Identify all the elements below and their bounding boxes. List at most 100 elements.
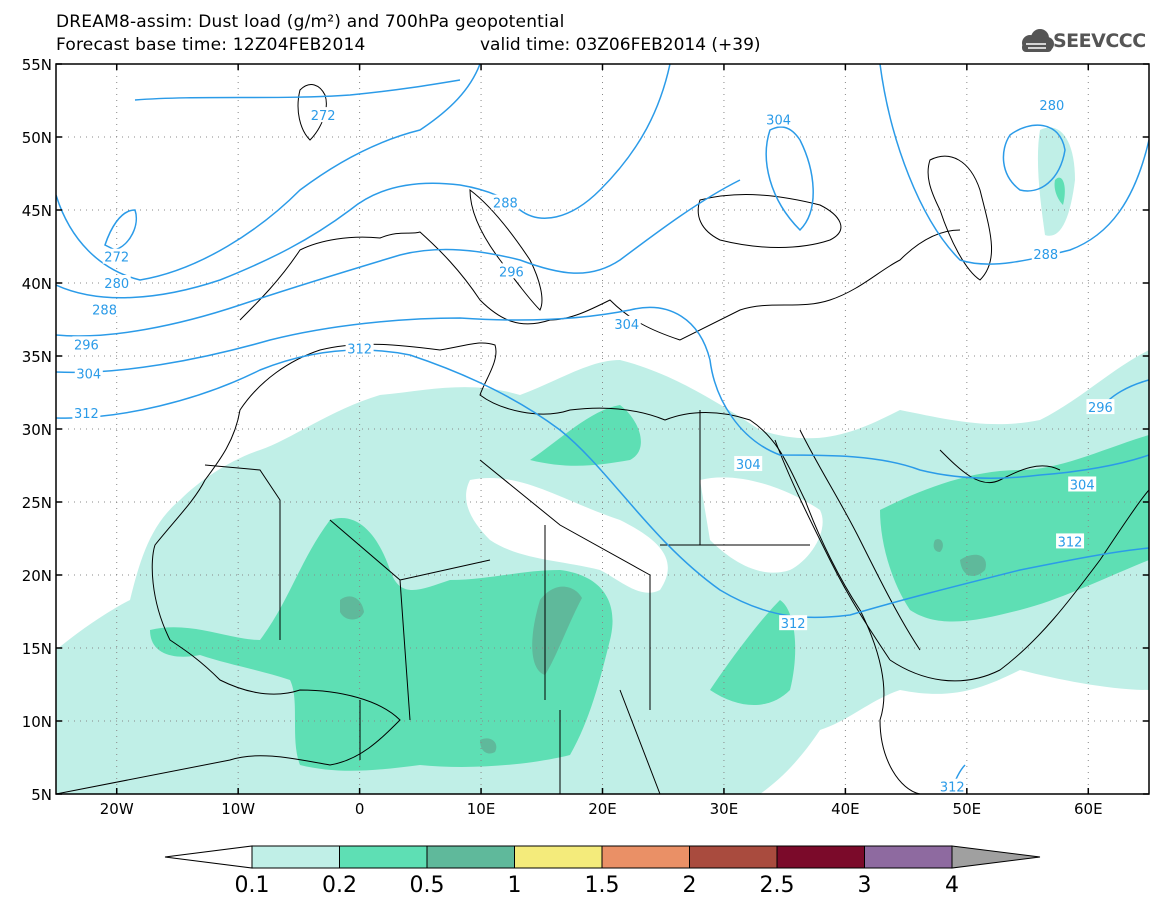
contour-label: 272 xyxy=(102,248,131,266)
colorbar-swatch xyxy=(514,845,603,869)
dust-free-gap xyxy=(466,478,668,593)
contour-label-bg xyxy=(309,107,338,123)
dust-area-medium-libya xyxy=(530,405,641,466)
lon-tick-label: 20W xyxy=(100,800,134,818)
contour-label-text: 304 xyxy=(1070,478,1095,493)
lat-tick-label: 25N xyxy=(22,494,52,512)
black-sea-coastline xyxy=(697,194,842,248)
contour-label-text: 288 xyxy=(493,197,518,212)
lon-tick-label: 20E xyxy=(588,800,617,818)
lat-tick-label: 55N xyxy=(22,56,52,74)
colorbar-right-arrow xyxy=(951,845,1041,869)
colorbar-label: 3 xyxy=(857,873,872,898)
europe-coastline xyxy=(239,229,961,341)
italy-coastline xyxy=(469,188,543,311)
contour-label-text: 312 xyxy=(940,781,965,796)
colorbar-swatch xyxy=(426,845,515,869)
contour-label: 280 xyxy=(102,275,131,292)
dust-area-medium-sudan xyxy=(710,600,796,705)
forecast-base-time: Forecast base time: 12Z04FEB2014 xyxy=(56,35,366,55)
contour-label-text: 304 xyxy=(614,318,639,333)
contour-304-east xyxy=(765,126,814,232)
lat-tick-label: 10N xyxy=(22,713,52,731)
contour-label-bg xyxy=(1031,245,1060,261)
lat-lon-grid xyxy=(56,64,1149,794)
contour-288-east xyxy=(879,64,1149,265)
contour-labels: 272 272 280 288 296 304 312 312 288 296 304 304 304 3… xyxy=(72,96,1115,796)
lon-tick-label: 30E xyxy=(710,800,739,818)
colorbar-label: 4 xyxy=(945,873,959,898)
dust-free-gap-east xyxy=(700,477,823,573)
contour-label-bg xyxy=(72,404,101,420)
contour-312 xyxy=(56,349,1149,619)
lat-tick-label: 15N xyxy=(22,640,52,658)
contour-label-text: 288 xyxy=(1033,248,1058,263)
lat-tick-label: 5N xyxy=(31,786,52,804)
contour-label-bg xyxy=(102,275,131,290)
contour-label-text: 304 xyxy=(766,113,791,128)
contour-label-text: 304 xyxy=(76,368,101,383)
contour-label-bg xyxy=(72,336,101,352)
contour-272 xyxy=(134,79,461,101)
contour-label: 312 xyxy=(345,340,374,358)
lat-tick-label: 45N xyxy=(22,202,52,220)
contour-label-bg xyxy=(734,456,763,472)
contour-label: 288 xyxy=(491,194,520,212)
lon-tick-label: 10E xyxy=(467,800,496,818)
contour-label: 304 xyxy=(612,315,641,333)
contour-label-bg xyxy=(1056,533,1085,549)
contour-280-east xyxy=(1002,124,1066,192)
lon-tick-label: 60E xyxy=(1074,800,1103,818)
contour-label-text: 296 xyxy=(74,338,99,353)
lon-tick-label: 40E xyxy=(831,800,860,818)
contour-label-bg xyxy=(1068,476,1097,492)
contour-label: 304 xyxy=(74,365,103,383)
contour-label-bg xyxy=(1037,96,1066,112)
dust-area-medium-sahel xyxy=(150,518,613,771)
contour-label: 312 xyxy=(1056,533,1085,550)
contour-304 xyxy=(56,306,1149,480)
contour-label-bg xyxy=(74,365,103,381)
colorbar-swatch xyxy=(776,845,865,869)
colorbar-swatch xyxy=(689,845,778,869)
contour-label-bg xyxy=(1086,399,1115,415)
contour-label-text: 272 xyxy=(104,251,129,266)
longitude-axis: 20W 10W 0 10E 20E 30E 40E 50E 60E xyxy=(100,64,1103,818)
colorbar-label: 2.5 xyxy=(759,873,795,898)
contour-272-west xyxy=(104,209,137,251)
lat-tick-label: 40N xyxy=(22,275,52,293)
colorbar-swatch xyxy=(339,845,428,869)
contour-label-text: 272 xyxy=(311,109,336,124)
contour-label-bg xyxy=(938,778,967,794)
lat-tick-label: 50N xyxy=(22,129,52,147)
contour-280 xyxy=(56,64,481,281)
contour-label-text: 304 xyxy=(736,458,761,473)
colorbar-label: 0.2 xyxy=(322,873,357,898)
contour-label-bg xyxy=(612,315,641,331)
logo-text: SEEVCCC xyxy=(1053,30,1146,52)
red-sea-coastline xyxy=(774,429,921,661)
contour-label: 272 xyxy=(309,107,338,124)
contour-label: 296 xyxy=(72,336,101,353)
colorbar-label: 1.5 xyxy=(584,873,620,898)
contour-label-text: 312 xyxy=(74,407,99,422)
contour-288 xyxy=(56,64,671,299)
contour-label-text: 296 xyxy=(499,265,524,280)
dust-area-medium-caspian-core xyxy=(1054,177,1065,205)
contour-label-bg xyxy=(491,194,520,210)
contour-label-bg xyxy=(90,301,119,317)
colorbar-label: 2 xyxy=(682,873,697,898)
colorbar-label: 0.1 xyxy=(234,873,270,898)
geopotential-contours xyxy=(56,64,1149,794)
contour-label-text: 312 xyxy=(347,343,372,358)
lon-tick-label: 0 xyxy=(355,800,365,818)
contour-label-text: 280 xyxy=(1039,99,1064,114)
lat-tick-label: 20N xyxy=(22,567,52,585)
contour-label-text: 296 xyxy=(1088,401,1113,416)
caspian-coastline xyxy=(927,155,992,281)
valid-time: valid time: 03Z06FEB2014 (+39) xyxy=(480,35,761,55)
contour-label: 296 xyxy=(497,263,526,280)
dust-load-shading xyxy=(56,127,1149,794)
contour-label-bg xyxy=(764,111,793,127)
